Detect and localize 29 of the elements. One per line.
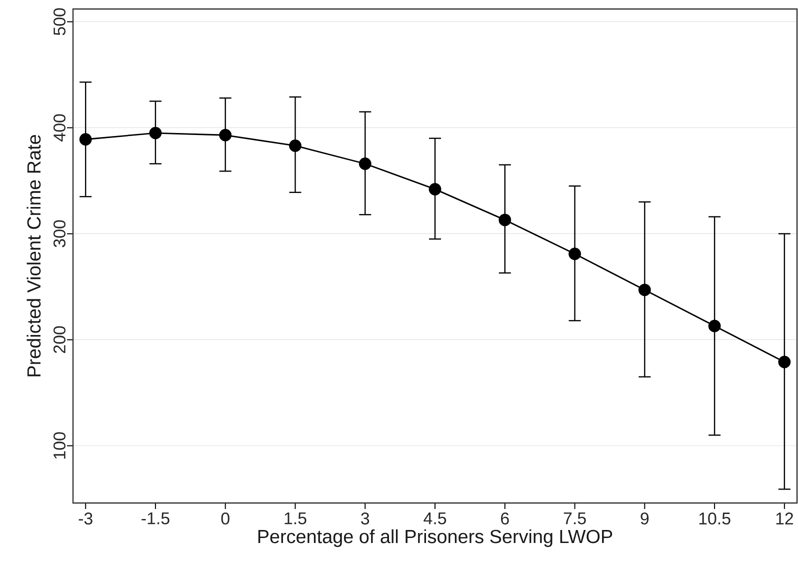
- point: [498, 214, 512, 226]
- y-tick-label: 400: [53, 114, 66, 142]
- y-tick-label: 500: [53, 8, 66, 36]
- x-tick-label: 12: [776, 512, 793, 524]
- point: [219, 128, 232, 142]
- y-axis-title: Predicted Violent Crime Rate: [26, 135, 41, 376]
- point: [358, 158, 372, 170]
- y-tick-label: 100: [53, 432, 66, 459]
- point: [79, 133, 92, 146]
- x-tick-label: 6: [501, 512, 509, 525]
- point: [428, 183, 442, 196]
- x-tick-label: -3: [78, 512, 92, 525]
- x-tick-label: 7.5: [564, 512, 586, 524]
- point: [638, 284, 651, 296]
- x-tick-label: -1.5: [142, 512, 170, 524]
- x-tick-label: 9: [640, 512, 649, 525]
- x-tick-label: 4.5: [424, 512, 446, 524]
- point: [708, 320, 721, 332]
- x-tick-label: 10.5: [699, 512, 730, 525]
- point: [568, 248, 581, 260]
- y-tick-label: 200: [53, 326, 66, 353]
- point: [149, 126, 162, 140]
- x-axis-title: Percentage of all Prisoners Serving LWOP: [258, 529, 612, 547]
- point: [289, 140, 302, 152]
- x-tick-label: 3: [361, 512, 370, 525]
- x-tick-label: 1.5: [284, 512, 306, 524]
- point: [778, 356, 791, 368]
- x-tick-label: 0: [221, 512, 230, 525]
- y-tick-label: 300: [53, 220, 66, 248]
